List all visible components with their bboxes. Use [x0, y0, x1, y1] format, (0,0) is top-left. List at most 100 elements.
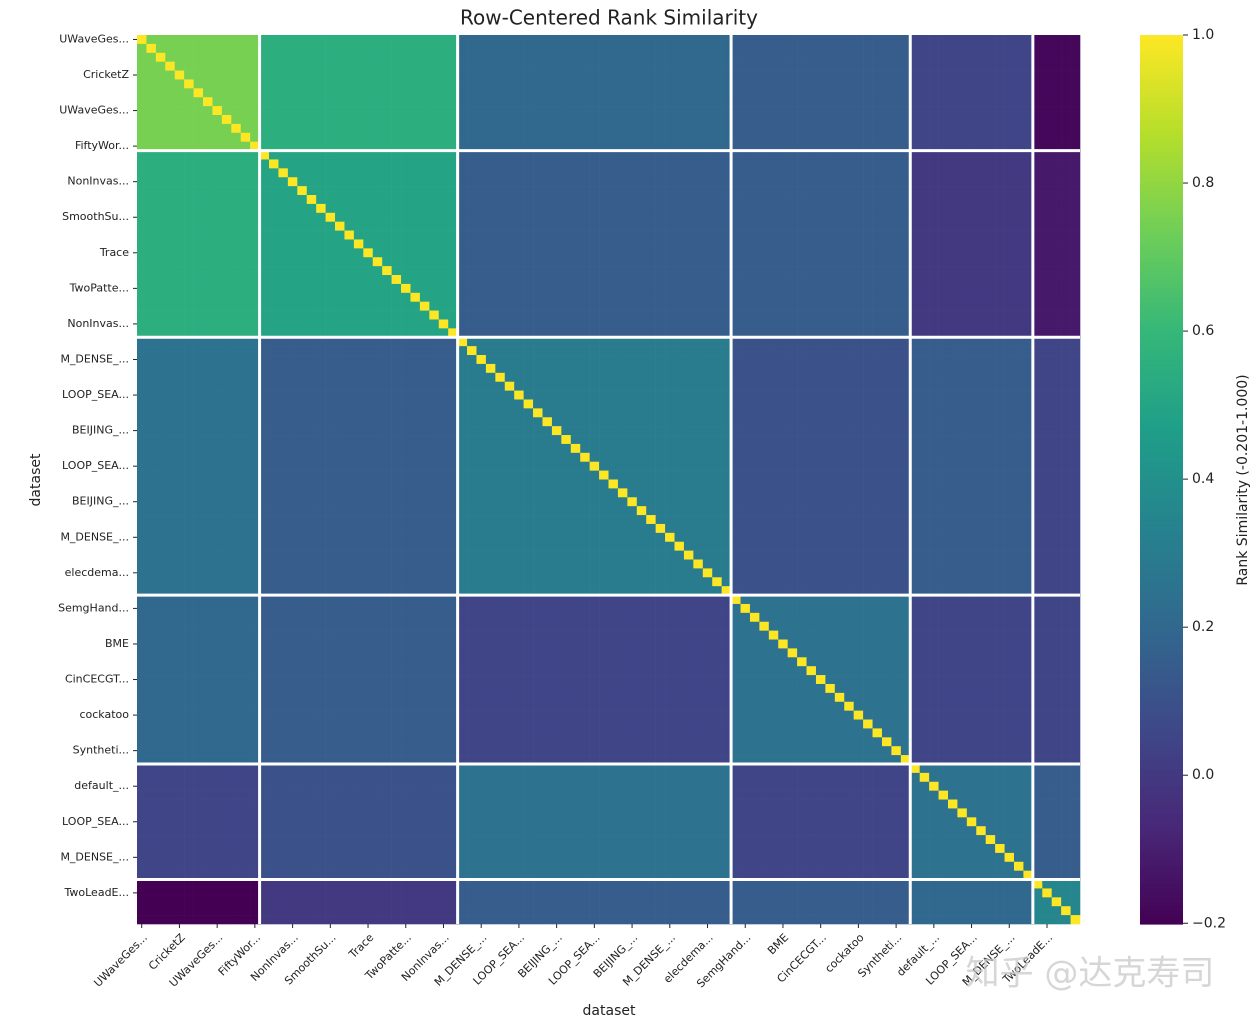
heatmap-cell: [1052, 382, 1062, 391]
heatmap-cell: [967, 417, 977, 426]
heatmap-cell: [948, 302, 958, 311]
heatmap-cell: [156, 257, 166, 266]
heatmap-cell: [1014, 266, 1024, 275]
heatmap-cell: [580, 88, 590, 97]
heatmap-cell: [137, 177, 147, 186]
heatmap-cell: [241, 355, 251, 364]
heatmap-cell: [627, 266, 637, 275]
heatmap-cell: [467, 53, 477, 62]
heatmap-cell: [514, 106, 524, 115]
heatmap-cell: [609, 106, 619, 115]
heatmap-cell: [212, 462, 222, 471]
heatmap-cell: [741, 444, 751, 453]
heatmap-cell: [703, 195, 713, 204]
heatmap-cell: [976, 435, 986, 444]
heatmap-cell: [778, 275, 788, 284]
heatmap-cell: [156, 35, 166, 44]
heatmap-cell: [797, 471, 807, 480]
heatmap-cell: [137, 62, 147, 71]
heatmap-cell: [505, 53, 515, 62]
heatmap-cell: [495, 426, 505, 435]
heatmap-cell: [326, 79, 336, 88]
heatmap-cell: [184, 284, 194, 293]
heatmap-cell: [288, 213, 298, 222]
heatmap-cell: [476, 444, 486, 453]
heatmap-cell: [816, 373, 826, 382]
heatmap-cell: [175, 453, 185, 462]
heatmap-cell: [514, 275, 524, 284]
heatmap-cell: [533, 133, 543, 142]
heatmap-cell: [175, 231, 185, 240]
heatmap-cell: [401, 186, 411, 195]
heatmap-cell: [891, 186, 901, 195]
heatmap-cell: [344, 62, 354, 71]
heatmap-cell: [194, 213, 204, 222]
heatmap-cell: [750, 471, 760, 480]
heatmap-cell: [844, 115, 854, 124]
heatmap-cell: [675, 124, 685, 133]
heatmap-cell: [505, 417, 515, 426]
heatmap-cell: [778, 204, 788, 213]
heatmap-cell: [1071, 408, 1081, 417]
heatmap-cell: [712, 311, 722, 320]
heatmap-cell: [514, 222, 524, 231]
heatmap-cell: [797, 417, 807, 426]
heatmap-cell: [561, 204, 571, 213]
heatmap-cell: [920, 426, 930, 435]
heatmap-cell: [165, 435, 175, 444]
heatmap-cell: [948, 79, 958, 88]
heatmap-cell: [401, 62, 411, 71]
heatmap-cell: [439, 177, 449, 186]
heatmap-cell: [307, 106, 317, 115]
heatmap-cell: [825, 222, 835, 231]
heatmap-cell: [939, 177, 949, 186]
heatmap-cell: [1061, 213, 1071, 222]
heatmap-cell: [194, 168, 204, 177]
heatmap-cell: [976, 124, 986, 133]
heatmap-cell: [929, 302, 939, 311]
heatmap-cell: [533, 373, 543, 382]
heatmap-cell: [231, 302, 241, 311]
heatmap-cell: [967, 453, 977, 462]
heatmap-cell: [693, 293, 703, 302]
heatmap-cell: [373, 62, 383, 71]
heatmap-cell: [759, 44, 769, 53]
heatmap-cell: [175, 293, 185, 302]
heatmap-cell: [194, 346, 204, 355]
heatmap-cell: [335, 355, 345, 364]
heatmap-cell: [194, 71, 204, 80]
heatmap-cell: [278, 364, 288, 373]
heatmap-cell: [222, 133, 232, 142]
heatmap-cell: [873, 364, 883, 373]
heatmap-cell: [476, 186, 486, 195]
heatmap-cell: [392, 248, 402, 257]
heatmap-cell: [778, 115, 788, 124]
heatmap-cell: [194, 115, 204, 124]
heatmap-cell: [495, 35, 505, 44]
heatmap-cell: [920, 186, 930, 195]
heatmap-cell: [429, 284, 439, 293]
heatmap-cell: [165, 239, 175, 248]
heatmap-cell: [665, 195, 675, 204]
heatmap-cell: [420, 186, 430, 195]
heatmap-cell: [410, 204, 420, 213]
heatmap-cell: [816, 435, 826, 444]
heatmap-cell: [533, 186, 543, 195]
heatmap-cell: [939, 311, 949, 320]
heatmap-cell: [609, 248, 619, 257]
heatmap-cell: [156, 213, 166, 222]
heatmap-cell: [297, 195, 307, 204]
heatmap-cell: [316, 204, 326, 213]
heatmap-cell: [637, 293, 647, 302]
heatmap-cell: [278, 435, 288, 444]
heatmap-cell: [618, 444, 628, 453]
heatmap-cell: [533, 71, 543, 80]
heatmap-cell: [222, 382, 232, 391]
heatmap-cell: [222, 186, 232, 195]
heatmap-cell: [665, 53, 675, 62]
heatmap-cell: [863, 391, 873, 400]
heatmap-cell: [146, 133, 156, 142]
heatmap-cell: [382, 231, 392, 240]
heatmap-cell: [184, 382, 194, 391]
heatmap-cell: [354, 275, 364, 284]
